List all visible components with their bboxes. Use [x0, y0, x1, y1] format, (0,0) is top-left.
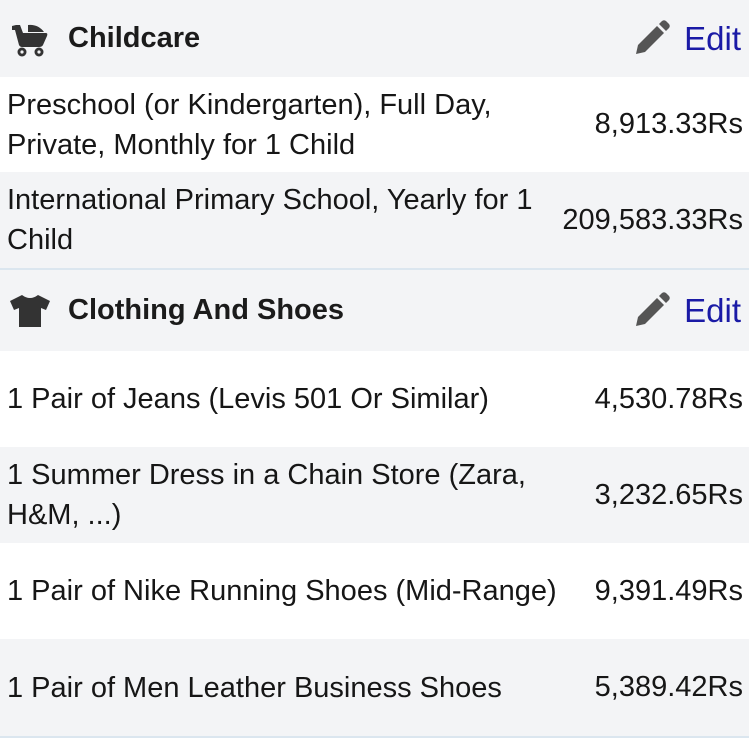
item-label: 1 Pair of Nike Running Shoes (Mid-Range): [7, 575, 557, 607]
item-label: Preschool (or Kindergarten), Full Day, P…: [7, 88, 492, 161]
section-divider: [0, 268, 749, 270]
item-price: 8,913.33Rs: [594, 108, 743, 140]
clothing-header: Clothing And Shoes Edit: [0, 270, 749, 351]
clothing-section: Clothing And Shoes Edit 1 Pair of Jeans …: [0, 270, 749, 738]
childcare-section: Childcare Edit Preschool (or Kindergarte…: [0, 0, 749, 270]
section-divider: [0, 736, 749, 738]
section-title: Childcare: [68, 22, 201, 54]
pencil-icon: [636, 19, 670, 54]
price-row: Preschool (or Kindergarten), Full Day, P…: [0, 77, 749, 172]
edit-button[interactable]: Edit: [632, 20, 741, 58]
edit-link[interactable]: Edit: [684, 19, 741, 57]
item-price: 209,583.33Rs: [562, 203, 743, 236]
item-price: 9,391.49Rs: [594, 574, 743, 607]
edit-button[interactable]: Edit: [632, 292, 741, 330]
item-label: International Primary School, Yearly for…: [7, 184, 533, 256]
price-row: International Primary School, Yearly for…: [0, 172, 749, 268]
price-row: 1 Pair of Nike Running Shoes (Mid-Range)…: [0, 543, 749, 639]
tshirt-icon: [8, 293, 52, 329]
item-price: 5,389.42Rs: [594, 671, 743, 703]
item-price: 3,232.65Rs: [594, 478, 743, 511]
pencil-icon: [636, 291, 670, 326]
childcare-header: Childcare Edit: [0, 0, 749, 77]
stroller-icon: [8, 21, 52, 57]
item-price: 4,530.78Rs: [594, 382, 743, 415]
item-label: 1 Pair of Jeans (Levis 501 Or Similar): [7, 383, 489, 415]
price-row: 1 Summer Dress in a Chain Store (Zara, H…: [0, 447, 749, 543]
edit-link[interactable]: Edit: [684, 291, 741, 329]
price-row: 1 Pair of Jeans (Levis 501 Or Similar) 4…: [0, 351, 749, 447]
price-row: 1 Pair of Men Leather Business Shoes 5,3…: [0, 639, 749, 736]
item-label: 1 Summer Dress in a Chain Store (Zara, H…: [7, 459, 526, 531]
section-title: Clothing And Shoes: [68, 294, 345, 326]
item-label: 1 Pair of Men Leather Business Shoes: [7, 671, 502, 704]
